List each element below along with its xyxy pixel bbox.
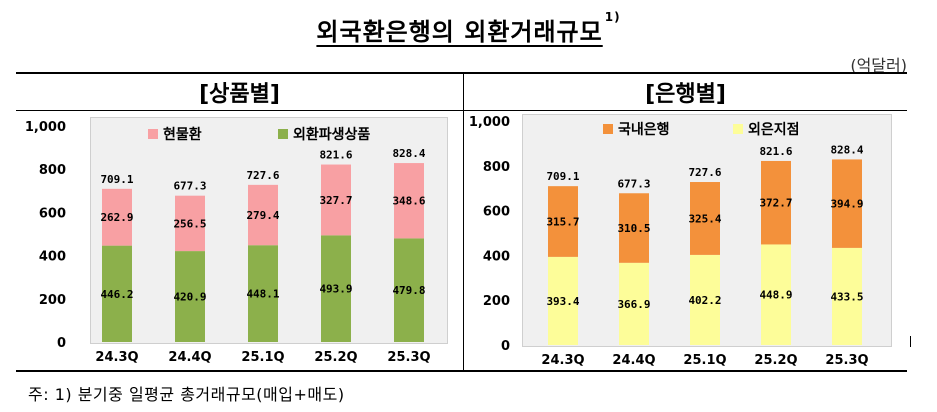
total-label: 821.6 [759, 145, 792, 158]
legend-swatch [603, 124, 613, 134]
data-label: 315.7 [546, 216, 579, 229]
total-label: 677.3 [617, 177, 650, 190]
x-tick-label: 25.3Q [387, 350, 430, 365]
total-label: 727.6 [688, 166, 721, 179]
total-label: 709.1 [100, 173, 133, 186]
x-tick-label: 24.4Q [168, 350, 211, 365]
bar-segment [102, 245, 132, 342]
stray-tick-mark [910, 336, 911, 347]
data-label: 433.5 [830, 290, 863, 303]
bar-segment [394, 163, 424, 239]
data-label: 448.1 [246, 288, 279, 301]
data-label: 394.9 [830, 198, 863, 211]
legend-label: 외은지점 [748, 121, 800, 138]
y-tick-label: 400 [39, 250, 66, 265]
total-label: 828.4 [392, 147, 425, 160]
data-label: 310.5 [617, 222, 650, 235]
bar-segment [690, 254, 720, 345]
bar-segment [248, 184, 278, 246]
y-tick-label: 600 [483, 205, 510, 220]
bar-segment [175, 251, 205, 342]
bar-segment [761, 160, 791, 245]
y-tick-label: 0 [57, 336, 66, 351]
legend-label: 국내은행 [618, 122, 670, 138]
total-label: 828.4 [830, 143, 863, 156]
x-tick-label: 24.3Q [95, 350, 138, 365]
legend-swatch [733, 124, 743, 134]
total-label: 821.6 [319, 149, 352, 162]
legend-label: 외환파생상품 [293, 126, 370, 143]
x-tick-label: 24.4Q [612, 353, 655, 368]
bar-segment [394, 238, 424, 342]
data-label: 372.7 [759, 197, 792, 210]
total-label: 677.3 [173, 180, 206, 193]
y-tick-label: 400 [483, 249, 510, 264]
panel-divider [463, 72, 464, 372]
bar-segment [619, 193, 649, 263]
y-tick-label: 200 [483, 294, 510, 309]
bar-segment [321, 235, 351, 342]
y-tick-label: 200 [39, 293, 66, 308]
total-label: 709.1 [546, 170, 579, 183]
footnote: 주: 1) 분기중 일평균 총거래규모(매입+매도) [28, 385, 345, 404]
data-label: 348.6 [392, 195, 425, 208]
legend-swatch [148, 129, 158, 139]
data-label: 325.4 [688, 212, 721, 225]
y-tick-label: 800 [39, 163, 66, 178]
chart-title: 외국환은행의 외환거래규모1) [0, 10, 937, 47]
data-label: 448.9 [759, 289, 792, 302]
x-tick-label: 25.1Q [683, 353, 726, 368]
legend-label: 현물환 [163, 126, 202, 143]
data-label: 327.7 [319, 194, 352, 207]
x-tick-label: 25.2Q [314, 350, 357, 365]
bar-segment [832, 159, 862, 248]
x-tick-label: 25.1Q [241, 350, 284, 365]
data-label: 256.5 [173, 217, 206, 230]
panel-title-bank: [은행별] [464, 76, 907, 111]
data-label: 393.4 [546, 295, 579, 308]
bar-segment [102, 188, 132, 246]
title-footnote-mark: 1) [604, 10, 621, 24]
bar-segment [761, 244, 791, 345]
bar-segment [690, 182, 720, 255]
chart-title-text: 외국환은행의 외환거래규모 [316, 18, 603, 46]
data-label: 420.9 [173, 291, 206, 304]
x-tick-label: 25.2Q [754, 353, 797, 368]
y-tick-label: 1,000 [469, 115, 510, 130]
bar-segment [175, 195, 205, 252]
data-label: 446.2 [100, 288, 133, 301]
bar-segment [619, 262, 649, 345]
panel-frame [16, 72, 907, 372]
data-label: 479.8 [392, 284, 425, 297]
panel-title-product: [상품별] [16, 76, 463, 111]
bar-segment [321, 164, 351, 236]
unit-label: (억달러) [850, 56, 907, 75]
bar-segment [832, 247, 862, 345]
legend-swatch [278, 129, 288, 139]
data-label: 366.9 [617, 298, 650, 311]
y-tick-label: 0 [501, 339, 510, 354]
total-label: 727.6 [246, 169, 279, 182]
data-label: 493.9 [319, 283, 352, 296]
x-tick-label: 24.3Q [541, 353, 584, 368]
bar-segment [248, 245, 278, 342]
x-tick-label: 25.3Q [825, 353, 868, 368]
data-label: 279.4 [246, 209, 279, 222]
y-tick-label: 800 [483, 160, 510, 175]
bar-segment [548, 186, 578, 257]
data-label: 402.2 [688, 294, 721, 307]
bar-segment [548, 256, 578, 345]
data-label: 262.9 [100, 211, 133, 224]
y-tick-label: 600 [39, 206, 66, 221]
y-tick-label: 1,000 [25, 120, 66, 135]
